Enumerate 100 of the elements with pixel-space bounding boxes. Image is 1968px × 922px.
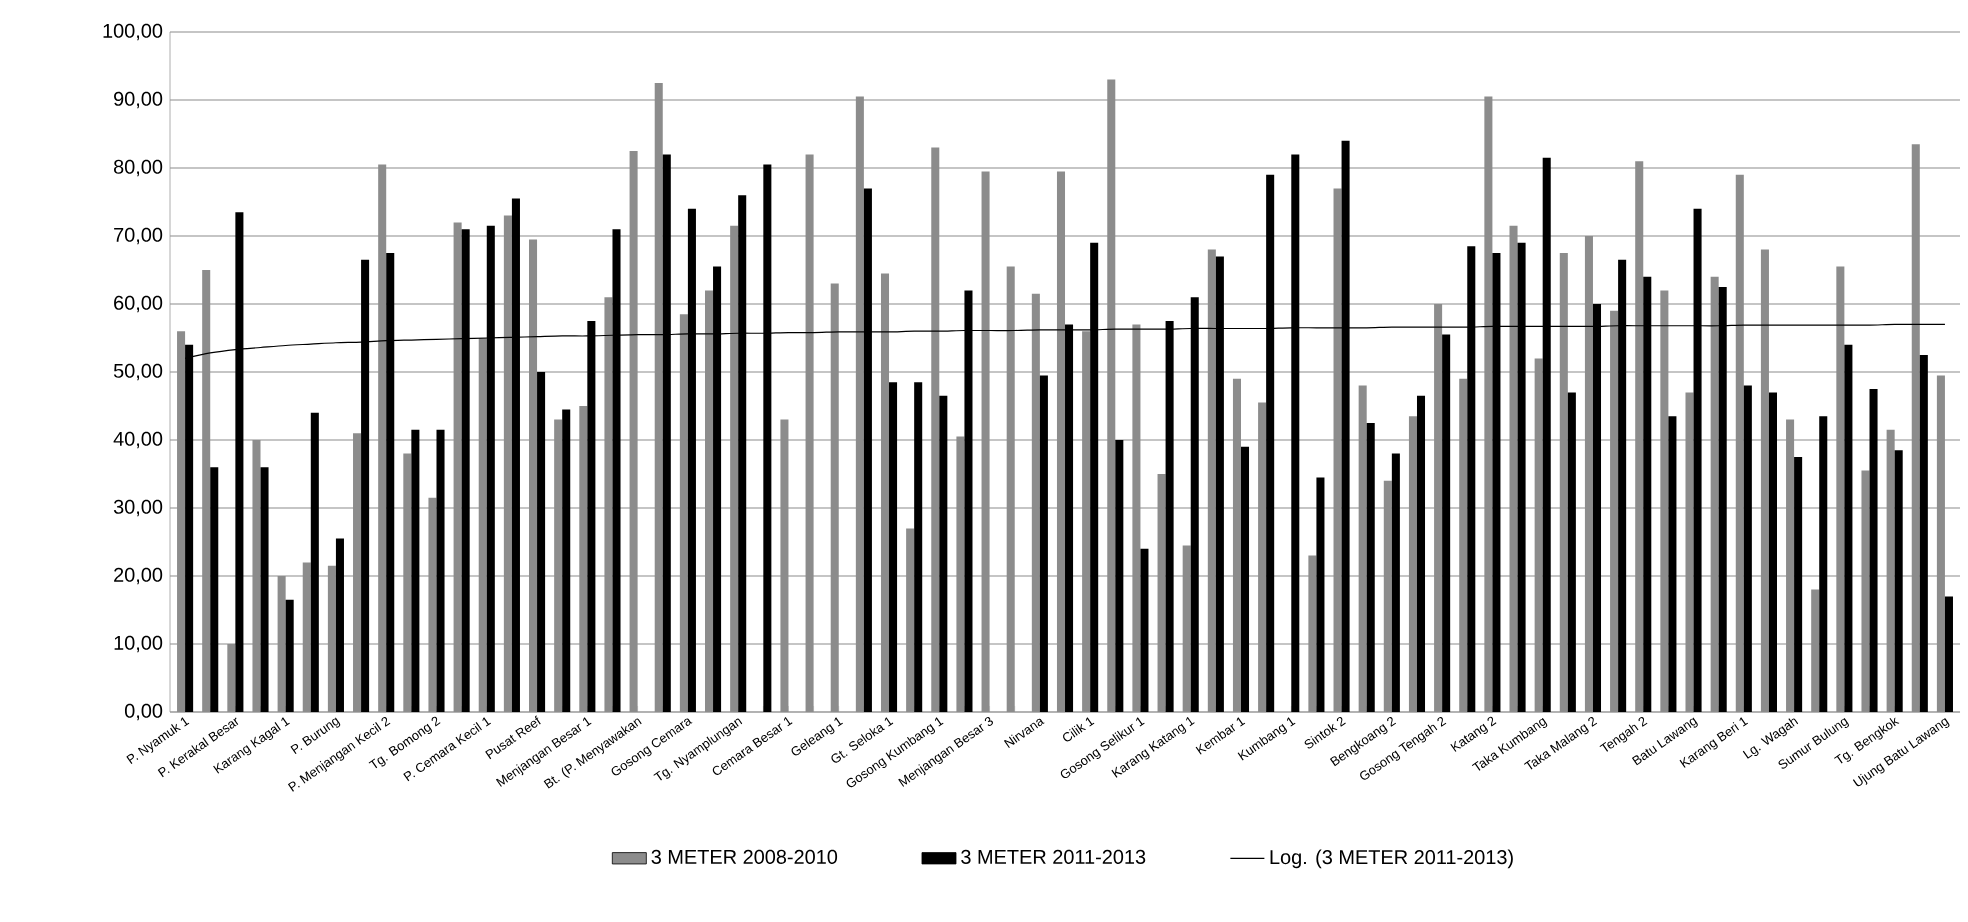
bar	[1894, 450, 1903, 712]
bar	[981, 171, 990, 712]
bar	[604, 297, 613, 712]
bar	[705, 290, 714, 712]
bar	[1232, 378, 1241, 712]
bar	[914, 382, 923, 712]
legend-label: 3 METER 2008-2010	[651, 849, 838, 864]
bar	[1819, 416, 1828, 712]
bar	[1408, 416, 1417, 712]
legend-label: Log. (3 METER 2011-2013)	[1270, 849, 1513, 869]
bar	[1710, 276, 1719, 712]
bar	[1836, 266, 1845, 712]
bar	[1610, 310, 1619, 712]
bar	[880, 273, 890, 712]
bar	[830, 283, 839, 712]
bar	[353, 433, 362, 712]
bar	[1760, 249, 1769, 712]
bar	[1333, 188, 1342, 712]
bar	[1735, 174, 1744, 712]
bar	[1861, 470, 1870, 712]
bar	[1459, 378, 1468, 712]
bar	[1140, 548, 1149, 712]
bar	[1484, 96, 1493, 712]
bar	[956, 436, 965, 712]
bar	[1182, 545, 1191, 712]
bar	[805, 154, 814, 712]
bar	[1434, 303, 1443, 712]
bar	[1207, 249, 1216, 712]
bar	[453, 222, 462, 712]
bar	[478, 337, 487, 712]
bar	[1258, 402, 1267, 712]
bar	[1442, 334, 1451, 712]
bar	[335, 538, 344, 712]
y-tick-label: 70,00	[114, 227, 163, 245]
bar	[679, 314, 688, 712]
bar	[1936, 375, 1945, 712]
bar	[1366, 422, 1375, 712]
bar	[1006, 266, 1015, 712]
bar	[1794, 456, 1803, 712]
bar	[210, 467, 219, 712]
y-tick-label: 40,00	[113, 431, 163, 449]
y-tick-label: 80,00	[113, 159, 163, 177]
bar	[436, 429, 445, 712]
bar	[1919, 354, 1928, 712]
bar	[579, 405, 588, 712]
bar	[1944, 596, 1953, 712]
bar	[1107, 79, 1116, 712]
y-tick-label: 10,00	[114, 635, 163, 653]
bar	[1416, 395, 1426, 712]
bar	[428, 497, 437, 712]
y-tick-label: 30,00	[113, 499, 163, 517]
bar	[1316, 477, 1325, 712]
bar	[1132, 324, 1141, 712]
bar	[1383, 480, 1392, 712]
bar	[1358, 385, 1367, 712]
bar	[889, 382, 898, 712]
bar	[529, 239, 538, 712]
bar	[1886, 429, 1895, 712]
bar	[1685, 392, 1694, 712]
bar	[177, 331, 186, 712]
bar	[855, 96, 864, 712]
bar	[1391, 453, 1400, 712]
bar	[1241, 446, 1250, 712]
bar	[227, 644, 236, 712]
bar	[411, 429, 420, 712]
y-tick-label: 50,00	[113, 363, 163, 381]
bar	[1509, 225, 1518, 712]
bar	[1660, 290, 1669, 712]
bar	[1567, 392, 1576, 712]
bar	[554, 419, 563, 712]
bar	[1743, 385, 1752, 712]
y-tick-label: 20,00	[114, 567, 163, 585]
bar	[629, 150, 638, 712]
bar	[1056, 171, 1066, 712]
bar	[1811, 589, 1820, 712]
bar	[1115, 439, 1124, 712]
bar	[1635, 161, 1644, 712]
bar	[403, 453, 412, 712]
bar	[1768, 392, 1777, 712]
bar	[562, 409, 571, 712]
bar	[1869, 388, 1878, 712]
bar	[310, 412, 319, 712]
bar	[1082, 331, 1091, 712]
y-tick-label: 60,00	[114, 295, 163, 313]
bar	[327, 565, 336, 712]
bar	[503, 215, 512, 712]
bar	[1157, 473, 1166, 712]
bar	[654, 82, 663, 712]
bar	[1844, 344, 1853, 712]
bar	[1559, 252, 1568, 712]
bar	[1039, 375, 1048, 712]
bar	[1584, 235, 1593, 712]
bar	[378, 164, 387, 712]
y-tick-label: 100,00	[103, 23, 163, 41]
bar	[302, 562, 311, 712]
bar	[1668, 416, 1677, 712]
bar	[1534, 358, 1543, 712]
bar	[252, 439, 261, 712]
bar	[939, 395, 948, 712]
bar	[202, 269, 211, 712]
